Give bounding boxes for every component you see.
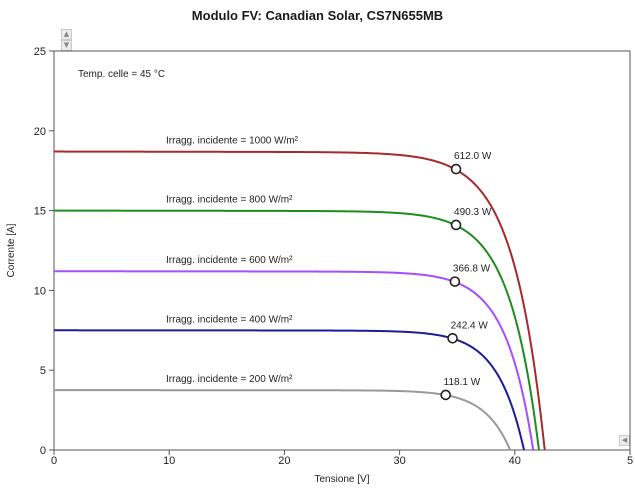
mpp-power-label: 242.4 W [451, 320, 489, 331]
mpp-point [449, 276, 461, 287]
mpp-point [450, 163, 462, 175]
mpp-point [447, 332, 458, 344]
y-tick-label: 5 [40, 365, 46, 377]
y-tick-label: 15 [34, 206, 46, 218]
y-tick-label: 20 [34, 126, 46, 138]
labels-layer: 612.0 W Irragg. incidente = 1000 W/m² 490.… [166, 136, 492, 388]
y-axis-label: Corrente [A] [6, 223, 17, 277]
iv-curve-line [54, 389, 512, 451]
x-tick-label: 10 [163, 455, 175, 467]
x-tick-label: 40 [509, 455, 521, 467]
series-label: Irragg. incidente = 200 W/m² [166, 374, 293, 385]
mpp-point [440, 389, 451, 401]
x-tick-label: 0 [51, 455, 57, 467]
mpp-power-label: 490.3 W [454, 207, 492, 218]
iv-curve-line [54, 329, 525, 451]
y-tick-label: 0 [40, 445, 46, 457]
y-tick-label: 25 [34, 46, 46, 58]
series-label: Irragg. incidente = 400 W/m² [166, 314, 293, 325]
scroll-up-icon[interactable]: ▲ [61, 29, 72, 40]
x-axis-label: Tensione [V] [314, 474, 369, 485]
temperature-annotation: Temp. celle = 45 °C [78, 69, 165, 80]
series-label: Irragg. incidente = 1000 W/m² [166, 136, 299, 147]
mpp-power-label: 612.0 W [454, 151, 492, 162]
x-tick-label: 20 [278, 455, 290, 467]
y-tick-label: 10 [34, 285, 46, 297]
chart-title: Modulo FV: Canadian Solar, CS7N655MB [191, 8, 444, 23]
mpp-power-label: 118.1 W [444, 377, 481, 388]
mpp-point [450, 219, 462, 231]
plot-frame [53, 50, 631, 451]
iv-curve-line [54, 150, 546, 451]
curves-layer [54, 150, 546, 451]
x-tick-label: 5 [627, 455, 633, 467]
iv-curve-line [54, 270, 535, 451]
x-tick-label: 30 [393, 455, 405, 467]
series-label: Irragg. incidente = 800 W/m² [166, 195, 293, 206]
mpp-power-label: 366.8 W [453, 264, 491, 275]
series-label: Irragg. incidente = 600 W/m² [166, 255, 293, 266]
